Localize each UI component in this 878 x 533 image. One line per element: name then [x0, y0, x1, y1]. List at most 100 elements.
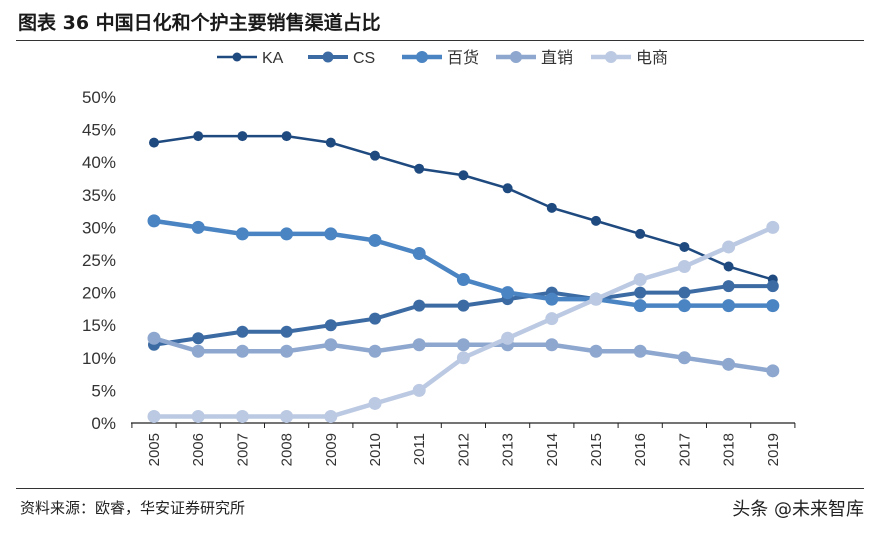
data-point [191, 220, 205, 234]
y-tick-label: 30% [82, 218, 116, 237]
x-tick-label: 2018 [721, 433, 738, 466]
x-tick-label: 2015 [588, 433, 605, 466]
x-tick-label: 2011 [411, 433, 428, 465]
data-point [679, 241, 690, 252]
data-point [191, 344, 205, 358]
data-point [456, 273, 470, 287]
data-point [280, 227, 294, 241]
x-tick-label: 2008 [279, 433, 296, 466]
legend-item: 百货 [402, 49, 479, 67]
source-note: 资料来源：欧睿，华安证券研究所 [20, 499, 246, 517]
y-tick-label: 0% [91, 414, 116, 433]
data-point [324, 319, 337, 332]
x-tick-label: 2005 [146, 433, 163, 466]
data-point [368, 396, 382, 410]
data-point [546, 202, 557, 213]
data-point [324, 338, 338, 352]
data-point [324, 227, 338, 241]
data-point [722, 299, 736, 313]
series-2 [147, 214, 780, 313]
series-line [154, 225, 774, 419]
watermark: 头条 @未来智库 [732, 499, 864, 520]
data-point [147, 214, 161, 228]
data-point [412, 246, 426, 260]
data-point [280, 344, 294, 358]
legend-label: CS [353, 50, 375, 67]
data-point [280, 325, 293, 338]
data-point [456, 351, 470, 365]
y-tick-label: 25% [82, 251, 116, 270]
y-tick-label: 45% [82, 121, 116, 140]
x-tick-label: 2016 [632, 433, 649, 466]
data-point [324, 409, 338, 423]
x-tick-label: 2012 [455, 433, 472, 466]
data-point [281, 131, 292, 142]
data-point [722, 240, 736, 254]
legend-swatch-marker [416, 51, 428, 63]
y-tick-label: 10% [82, 349, 116, 368]
legend-label: 直销 [541, 49, 573, 67]
data-point [193, 131, 204, 142]
data-point [192, 332, 205, 345]
legend-swatch-marker [232, 52, 242, 62]
data-point [501, 331, 515, 345]
data-point [766, 299, 780, 313]
y-tick-label: 20% [82, 284, 116, 303]
data-point [501, 286, 515, 300]
series-4 [147, 220, 780, 423]
data-point [677, 351, 691, 365]
data-point [766, 364, 780, 378]
data-point [235, 227, 249, 241]
data-point [678, 286, 691, 299]
legend-item: CS [308, 50, 375, 67]
data-point [412, 338, 426, 352]
x-tick-label: 2013 [500, 433, 517, 466]
data-point [766, 220, 780, 234]
data-point [147, 409, 161, 423]
data-point [147, 331, 161, 345]
data-point [766, 280, 779, 293]
data-point [458, 170, 469, 181]
legend-swatch-marker [322, 51, 334, 63]
data-point [633, 273, 647, 287]
data-point [677, 260, 691, 274]
legend-label: 电商 [636, 49, 668, 67]
legend-item: 电商 [591, 49, 668, 67]
data-point [235, 409, 249, 423]
data-point [545, 312, 559, 326]
y-tick-label: 50% [82, 88, 116, 107]
x-tick-label: 2019 [765, 433, 782, 466]
data-point [456, 338, 470, 352]
data-point [723, 261, 734, 272]
data-point [589, 292, 603, 306]
data-point [280, 409, 294, 423]
x-tick-label: 2007 [234, 433, 251, 466]
data-point [457, 299, 470, 312]
y-tick-label: 35% [82, 186, 116, 205]
legend-swatch-marker [510, 51, 522, 63]
data-point [633, 344, 647, 358]
data-point [149, 137, 159, 148]
x-tick-label: 2010 [367, 433, 384, 466]
data-point [414, 163, 425, 174]
data-point [191, 409, 205, 423]
data-point [236, 325, 249, 338]
x-tick-label: 2017 [676, 433, 693, 466]
data-point [235, 344, 249, 358]
data-point [722, 357, 736, 371]
legend-label: KA [262, 50, 284, 67]
legend-item: 直销 [496, 49, 573, 67]
data-point [677, 299, 691, 313]
data-point [545, 338, 559, 352]
x-tick-label: 2009 [323, 433, 340, 466]
y-tick-label: 5% [91, 381, 116, 400]
data-point [634, 286, 647, 299]
data-point [369, 312, 381, 325]
data-point [368, 344, 382, 358]
figure-title: 图表 36 中国日化和个护主要销售渠道占比 [18, 12, 381, 34]
legend-swatch-marker [605, 51, 617, 63]
data-point [370, 150, 380, 161]
data-point [237, 131, 248, 142]
legend-label: 百货 [447, 49, 479, 67]
